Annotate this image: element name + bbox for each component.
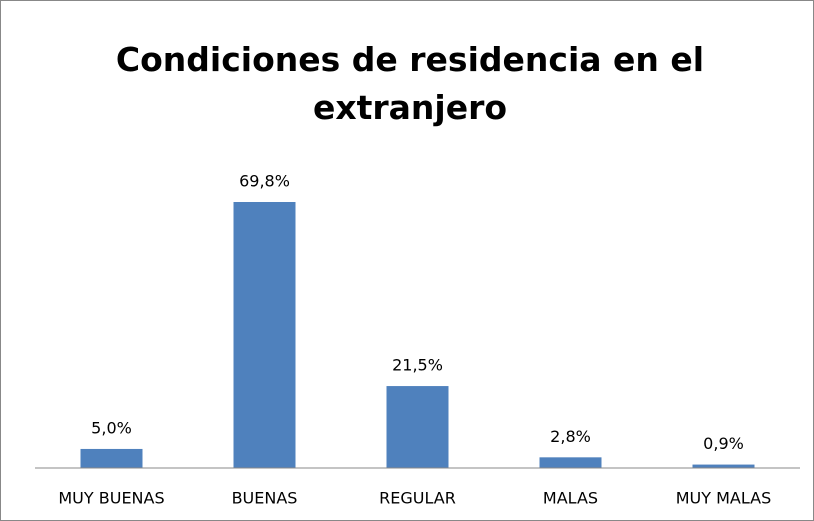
x-tick-label: MUY BUENAS (58, 489, 164, 508)
data-label: 2,8% (550, 427, 591, 446)
x-tick-label: REGULAR (379, 489, 456, 508)
bar (539, 457, 602, 468)
chart-title: Condiciones de residencia en el extranje… (115, 40, 705, 127)
data-label: 69,8% (239, 172, 290, 191)
x-tick-label: MALAS (543, 489, 598, 508)
bar (80, 448, 143, 468)
data-label: 0,9% (703, 434, 744, 453)
x-tick-label: MUY MALAS (676, 489, 772, 508)
x-tick-label: BUENAS (232, 489, 298, 508)
bar (386, 386, 449, 468)
data-label: 5,0% (91, 418, 132, 437)
bar (233, 202, 296, 468)
bar (692, 464, 755, 468)
data-label: 21,5% (392, 356, 443, 375)
